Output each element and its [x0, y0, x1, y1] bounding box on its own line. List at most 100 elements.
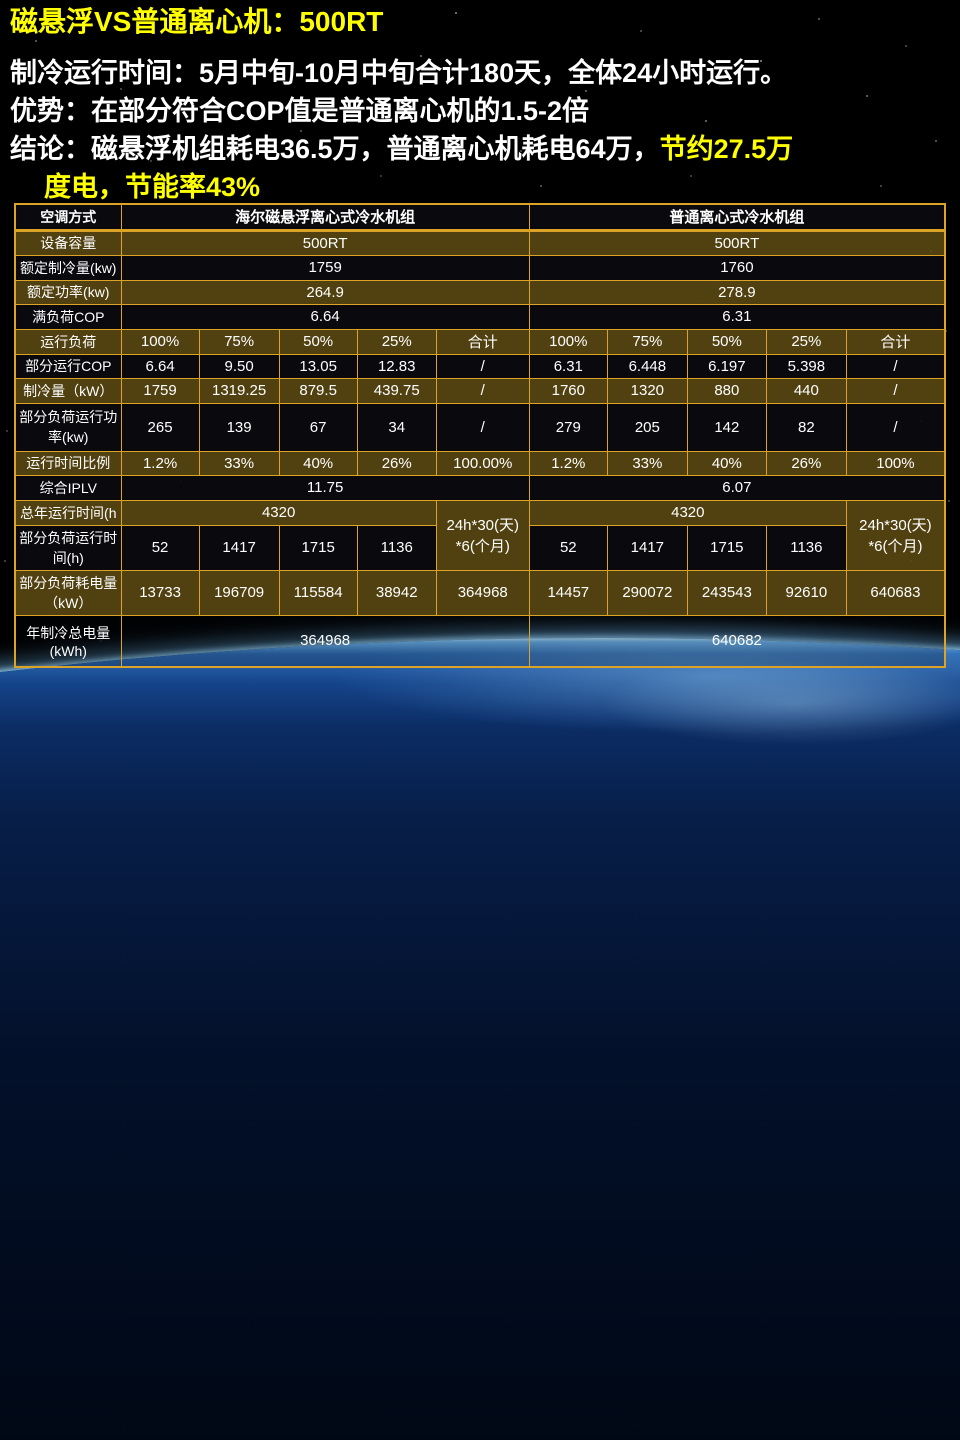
value-cell: 40% [278, 450, 358, 476]
value-cell: 海尔磁悬浮离心式冷水机组 [120, 203, 530, 232]
value-cell: / [845, 377, 946, 404]
row-label-cell: 综合IPLV [14, 474, 122, 501]
conclusion-white-text: 结论：磁悬浮机组耗电36.5万，普通离心机耗电64万， [10, 134, 660, 164]
value-cell: 合计 [845, 328, 946, 355]
table-row: 部分运行COP 6.64 9.50 13.05 12.83/6.31 6.448 6.197… [14, 353, 946, 379]
value-cell: 264.9 [120, 279, 530, 305]
value-cell: 6.31 [528, 353, 608, 379]
value-cell: 1759 [120, 254, 530, 281]
value-cell: 1760 [528, 377, 608, 404]
value-cell: 142 [686, 402, 767, 452]
value-cell: 500RT [120, 229, 530, 256]
value-cell: 普通离心式冷水机组 [528, 203, 946, 232]
value-cell: 4320 [528, 499, 847, 526]
table-row: 额定功率(kw) 264.9 278.9 [14, 279, 946, 305]
row-label-cell: 部分负荷运行时 间(h) [14, 524, 122, 571]
value-cell: 33% [606, 450, 688, 476]
slide-title: 磁悬浮VS普通离心机：500RT [10, 6, 384, 37]
value-cell: 24h*30(天) *6(个月) [435, 499, 530, 571]
table-row: 设备容量 500RT 500RT [14, 229, 946, 256]
table-row: 满负荷COP 6.64 6.31 [14, 303, 946, 330]
value-cell: 1760 [528, 254, 946, 281]
value-cell: 92610 [765, 569, 847, 616]
value-cell: 1759 [120, 377, 200, 404]
value-cell: 100% [528, 328, 608, 355]
value-cell: 1.2% [120, 450, 200, 476]
value-cell: 278.9 [528, 279, 946, 305]
value-cell: 115584 [278, 569, 358, 616]
value-cell: 25% [765, 328, 847, 355]
value-cell: 205 [606, 402, 688, 452]
value-cell: / [435, 402, 530, 452]
table-row: 总年运行时间(h 4320 24h*30(天) *6(个月) 4320 24h*30(天… [14, 499, 946, 571]
starfield-background [0, 0, 2, 2]
value-cell: 6.64 [120, 353, 200, 379]
runtime-line: 制冷运行时间：5月中旬-10月中旬合计180天，全体24小时运行。 [10, 58, 788, 88]
row-label-cell: 总年运行时间(h [14, 499, 122, 526]
value-cell: 33% [198, 450, 280, 476]
value-cell: 6.07 [528, 474, 946, 501]
value-cell: 40% [686, 450, 767, 476]
row-label-cell: 部分运行COP [14, 353, 122, 379]
table-row: 部分负荷运行功 率(kw) 265 139 67 34/279 205 142 82/ [14, 402, 946, 452]
table-row: 年制冷总电量 (kWh) 364968 640682 [14, 614, 946, 668]
value-cell: 279 [528, 402, 608, 452]
value-cell: 1.2% [528, 450, 608, 476]
value-cell: 640683 [845, 569, 946, 616]
value-cell: 合计 [435, 328, 530, 355]
value-cell: 500RT [528, 229, 946, 256]
value-cell: 50% [686, 328, 767, 355]
value-cell: 38942 [356, 569, 437, 616]
value-cell: 34 [356, 402, 437, 452]
value-cell: 1319.25 [198, 377, 280, 404]
value-cell: 640682 [528, 614, 946, 668]
value-cell: 1715 [686, 524, 767, 571]
row-label-cell: 满负荷COP [14, 303, 122, 330]
row-label-cell: 部分负荷运行功 率(kw) [14, 402, 122, 452]
value-cell: 26% [765, 450, 847, 476]
value-cell: 364968 [120, 614, 530, 668]
value-cell: 1136 [356, 524, 437, 571]
value-cell: 139 [198, 402, 280, 452]
value-cell: 13733 [120, 569, 200, 616]
advantage-line: 优势：在部分符合COP值是普通离心机的1.5-2倍 [10, 96, 590, 126]
value-cell: 439.75 [356, 377, 437, 404]
value-cell: 82 [765, 402, 847, 452]
value-cell: 12.83 [356, 353, 437, 379]
row-label-cell: 部分负荷耗电量 （kW） [14, 569, 122, 616]
value-cell: 290072 [606, 569, 688, 616]
value-cell: 52 [120, 524, 200, 571]
value-cell: 6.64 [120, 303, 530, 330]
table-row: 运行负荷 100% 75% 50% 25% 合计 100% 75% 50% 25% 合计 [14, 328, 946, 355]
row-label-cell: 年制冷总电量 (kWh) [14, 614, 122, 668]
value-cell: 5.398 [765, 353, 847, 379]
value-cell: 100% [845, 450, 946, 476]
comparison-table: 空调方式 海尔磁悬浮离心式冷水机组 普通离心式冷水机组 设备容量 500RT 500RT 额… [14, 203, 946, 668]
row-label-cell: 设备容量 [14, 229, 122, 256]
value-cell: 13.05 [278, 353, 358, 379]
value-cell: 11.75 [120, 474, 530, 501]
value-cell: 1136 [765, 524, 847, 571]
table-row: 额定制冷量(kw) 1759 1760 [14, 254, 946, 281]
value-cell: 25% [356, 328, 437, 355]
table-row: 综合IPLV 11.75 6.07 [14, 474, 946, 501]
value-cell: 24h*30(天) *6(个月) [845, 499, 946, 571]
value-cell: 1715 [278, 524, 358, 571]
value-cell: 440 [765, 377, 847, 404]
value-cell: 1417 [198, 524, 280, 571]
value-cell: 6.197 [686, 353, 767, 379]
row-label-cell: 运行时间比例 [14, 450, 122, 476]
conclusion-yellow-text: 节约27.5万 [659, 134, 794, 164]
value-cell: 100.00% [435, 450, 530, 476]
row-label-cell: 制冷量（kW） [14, 377, 122, 404]
value-cell: 50% [278, 328, 358, 355]
row-label-cell: 额定制冷量(kw) [14, 254, 122, 281]
value-cell: 1320 [606, 377, 688, 404]
value-cell: 9.50 [198, 353, 280, 379]
value-cell: 364968 [435, 569, 530, 616]
earth-image [0, 638, 960, 1440]
value-cell: 75% [198, 328, 280, 355]
slide-text-block: 磁悬浮VS普通离心机：500RT 制冷运行时间：5月中旬-10月中旬合计180天… [10, 6, 956, 210]
row-label-cell: 额定功率(kw) [14, 279, 122, 305]
